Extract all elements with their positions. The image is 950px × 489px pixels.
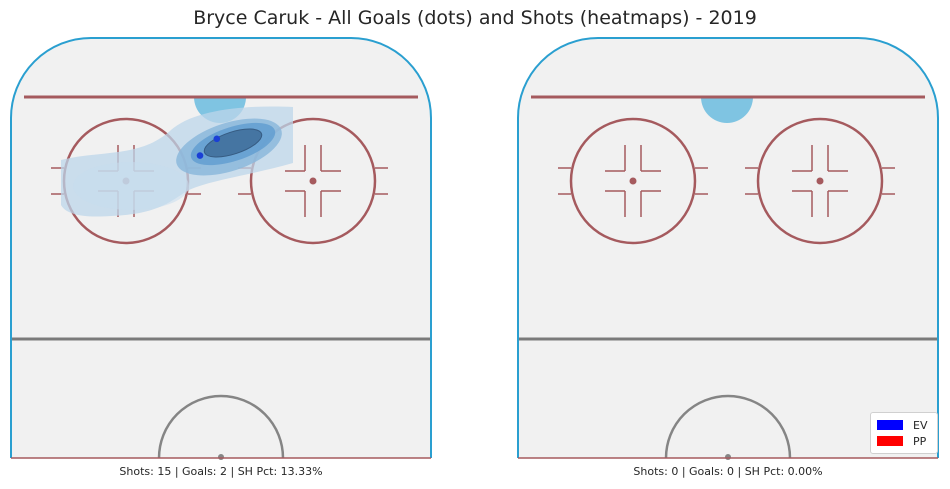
legend: EV PP — [870, 412, 938, 454]
chart-title: Bryce Caruk - All Goals (dots) and Shots… — [193, 7, 757, 29]
legend-swatch-ev — [877, 420, 903, 430]
faceoff-dot-right — [309, 177, 317, 185]
panel-caption-right: Shots: 0 | Goals: 0 | SH Pct: 0.00% — [633, 465, 823, 478]
legend-label-ev: EV — [913, 418, 928, 432]
faceoff-circle-right — [249, 117, 377, 245]
goal-dot — [196, 152, 204, 159]
legend-swatch-pp — [877, 436, 903, 446]
shot-heatmap — [61, 106, 293, 217]
rink-boards — [10, 37, 432, 458]
faceoff-circle-left — [569, 117, 697, 245]
shot-density-contour-left — [73, 162, 189, 210]
legend-entry-ev: EV — [877, 418, 927, 432]
center-dot — [725, 454, 731, 460]
legend-entry-pp: PP — [877, 434, 926, 448]
rink-panel-left — [10, 37, 432, 460]
rink-panel-right — [517, 37, 939, 460]
panel-caption-left: Shots: 15 | Goals: 2 | SH Pct: 13.33% — [119, 465, 323, 478]
legend-label-pp: PP — [913, 434, 927, 448]
goal-crease — [701, 97, 753, 123]
goal-dot — [213, 135, 221, 143]
center-circle — [157, 394, 285, 459]
faceoff-dot-right — [816, 177, 824, 185]
rink-ice — [11, 38, 431, 458]
center-circle — [664, 394, 792, 459]
faceoff-circle-right — [756, 117, 884, 245]
rink-ice — [518, 38, 938, 458]
shot-density-contour-core — [203, 128, 263, 158]
center-dot — [218, 454, 224, 460]
rink-boards — [517, 37, 939, 458]
faceoff-dot-left — [629, 177, 637, 185]
